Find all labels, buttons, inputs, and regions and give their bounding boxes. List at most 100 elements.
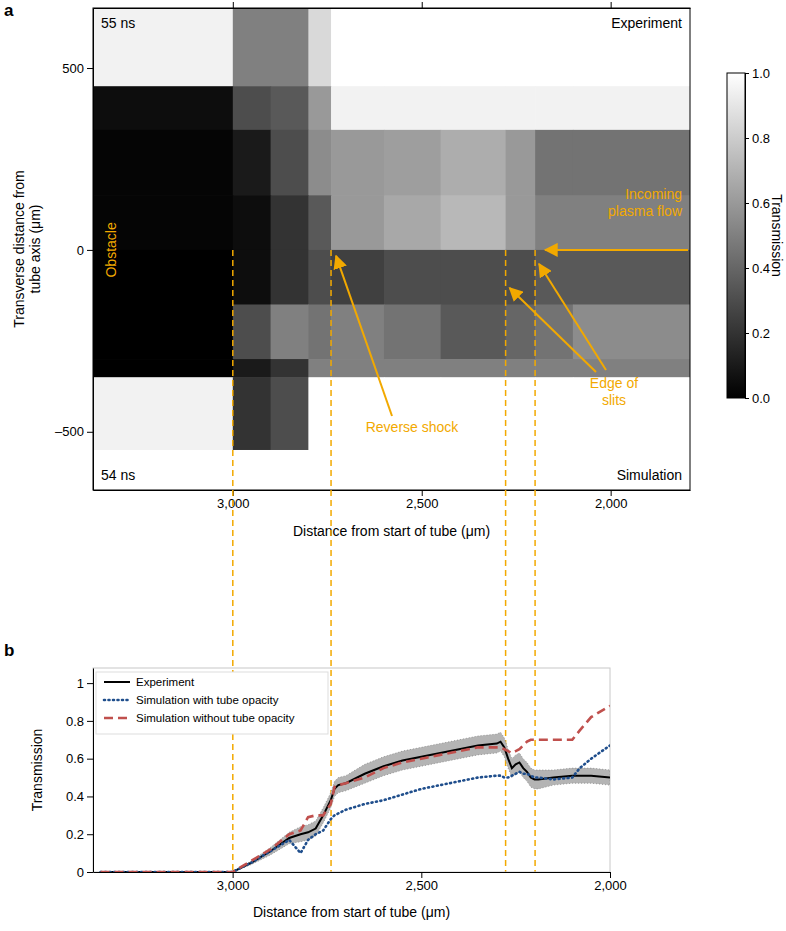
legend-label: Simulation with tube opacity bbox=[136, 694, 279, 706]
tick-mark bbox=[745, 203, 749, 204]
marker-line bbox=[232, 250, 234, 672]
tick-mark bbox=[745, 73, 749, 74]
cell bbox=[573, 86, 690, 130]
cell bbox=[308, 450, 331, 490]
corner-label: 55 ns bbox=[101, 15, 135, 31]
cell bbox=[271, 304, 309, 359]
tick-label: 0.2 bbox=[66, 827, 84, 842]
tick-mark bbox=[422, 2, 423, 8]
cell bbox=[384, 130, 441, 196]
cell bbox=[271, 450, 309, 490]
cell bbox=[506, 86, 536, 130]
cell bbox=[233, 86, 271, 130]
cell bbox=[506, 130, 536, 196]
tick-label: 0.2 bbox=[752, 326, 770, 341]
tick-mark bbox=[87, 432, 93, 433]
colorbar bbox=[727, 73, 745, 398]
tick: 0.4 bbox=[745, 261, 770, 276]
x-axis: 3,0002,5002,000 bbox=[94, 872, 627, 893]
tick: –500 bbox=[55, 424, 93, 439]
cell bbox=[331, 8, 384, 87]
legend-box bbox=[96, 672, 328, 734]
cell bbox=[384, 8, 441, 87]
cell bbox=[441, 86, 507, 130]
tick-mark bbox=[610, 872, 611, 878]
image-cells bbox=[93, 8, 690, 490]
cell bbox=[233, 130, 271, 196]
marker-line bbox=[232, 734, 234, 872]
tick-label: –500 bbox=[55, 424, 84, 439]
tick: 0.2 bbox=[66, 827, 93, 842]
tick-mark bbox=[87, 250, 93, 251]
legend-swatch bbox=[104, 681, 130, 683]
cell bbox=[308, 130, 331, 196]
x-axis-title: Distance from start of tube (μm) bbox=[253, 904, 450, 920]
series-line bbox=[101, 742, 610, 872]
tick: 500 bbox=[62, 61, 93, 76]
cell bbox=[506, 8, 536, 87]
tick: 2,500 bbox=[406, 490, 439, 511]
cell bbox=[308, 304, 331, 359]
tick-mark bbox=[87, 872, 93, 873]
tick-mark bbox=[745, 138, 749, 139]
cell bbox=[384, 359, 441, 378]
cell bbox=[233, 450, 271, 490]
y-axis: 5000–500 bbox=[55, 9, 93, 491]
cell bbox=[506, 450, 536, 490]
cell bbox=[331, 359, 384, 378]
cell bbox=[93, 304, 233, 359]
tick-mark bbox=[87, 759, 93, 760]
tick-label: 1 bbox=[77, 676, 84, 691]
colorbar-axis: 0.00.20.40.60.81.0 bbox=[745, 66, 770, 406]
y-axis-title: Transmission bbox=[29, 729, 45, 812]
tick-mark bbox=[233, 872, 234, 878]
corner-label: Experiment bbox=[611, 15, 682, 31]
cell bbox=[573, 8, 690, 87]
tick bbox=[422, 2, 423, 8]
tick: 0.6 bbox=[66, 751, 93, 766]
annotation: Edge of bbox=[590, 375, 638, 391]
legend-swatch bbox=[104, 717, 130, 720]
tick-label: 3,000 bbox=[217, 878, 250, 893]
tick: 0.0 bbox=[745, 391, 770, 406]
annotation: plasma flow bbox=[608, 203, 683, 219]
tick: 2,000 bbox=[594, 872, 627, 893]
error-band bbox=[101, 732, 610, 872]
tick-mark bbox=[233, 2, 234, 8]
cell bbox=[535, 86, 573, 130]
x-axis-top bbox=[94, 2, 691, 9]
cell bbox=[441, 130, 507, 196]
tick: 0.4 bbox=[66, 789, 93, 804]
annotation: Incoming bbox=[625, 186, 682, 202]
annotation: Obstacle bbox=[103, 222, 119, 277]
legend-label: Simulation without tube opacity bbox=[136, 712, 295, 724]
cell bbox=[233, 304, 271, 359]
x-axis: 3,0002,5002,000 bbox=[94, 490, 691, 511]
tick bbox=[611, 2, 612, 8]
cell bbox=[535, 377, 573, 450]
cell bbox=[93, 130, 233, 196]
arrow bbox=[510, 288, 596, 372]
cell bbox=[384, 304, 441, 359]
cell bbox=[93, 450, 233, 490]
tick-label: 2,000 bbox=[595, 496, 628, 511]
tick-mark bbox=[745, 268, 749, 269]
cell bbox=[506, 304, 536, 359]
tick-mark bbox=[745, 333, 749, 334]
cell bbox=[384, 195, 441, 250]
arrow bbox=[336, 256, 392, 416]
axis-line bbox=[94, 8, 691, 9]
cell bbox=[271, 8, 309, 87]
cell bbox=[331, 195, 384, 250]
arrow bbox=[539, 264, 606, 370]
tick-label: 0.6 bbox=[752, 196, 770, 211]
tick-label: 0.4 bbox=[66, 789, 84, 804]
tick: 0.8 bbox=[66, 714, 93, 729]
tick-label: 1.0 bbox=[752, 66, 770, 81]
cell bbox=[271, 130, 309, 196]
plot-frame bbox=[93, 668, 610, 872]
cell bbox=[331, 304, 384, 359]
tick-mark bbox=[611, 2, 612, 8]
cell bbox=[535, 450, 573, 490]
legend-label: Experiment bbox=[136, 676, 195, 688]
